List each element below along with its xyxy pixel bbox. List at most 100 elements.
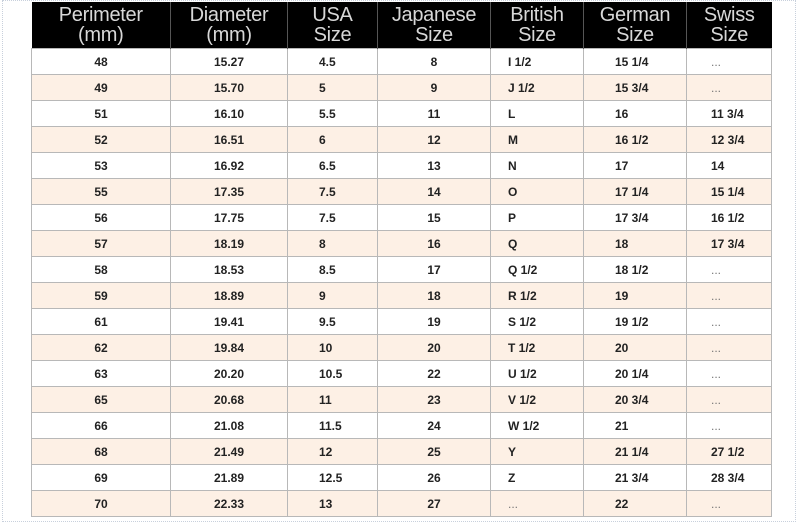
cell-usa-size: 6 <box>287 126 378 153</box>
cell-diameter: 16.51 <box>170 126 288 153</box>
header-line: British <box>510 4 564 26</box>
cell-diameter: 15.27 <box>170 48 288 75</box>
header-line: (mm) <box>78 24 124 46</box>
cell-british-size: Q <box>490 230 584 257</box>
cell-japanese-size: 8 <box>377 48 491 75</box>
cell-swiss-size: 17 3/4 <box>686 230 772 257</box>
cell-perimeter: 61 <box>31 308 171 335</box>
cell-diameter: 19.41 <box>170 308 288 335</box>
cell-perimeter: 48 <box>31 48 171 75</box>
cell-japanese-size: 24 <box>377 412 491 439</box>
column-header-swiss-size: Swiss Size <box>686 2 772 49</box>
cell-perimeter: 53 <box>31 152 171 179</box>
cell-swiss-size: 16 1/2 <box>686 204 772 231</box>
table-row: 58 18.53 8.5 17 Q 1/2 18 1/2... <box>31 256 772 283</box>
cell-perimeter: 57 <box>31 230 171 257</box>
cell-perimeter: 51 <box>31 100 171 127</box>
cell-swiss-size: ... <box>686 282 772 309</box>
table-row: 51 16.10 5.5 11 L 16 11 3/4 <box>31 100 772 127</box>
cell-usa-size: 5.5 <box>287 100 378 127</box>
cell-german-size: 18 1/2 <box>583 256 687 283</box>
cell-perimeter: 66 <box>31 412 171 439</box>
cell-usa-size: 8 <box>287 230 378 257</box>
cell-swiss-size: 11 3/4 <box>686 100 772 127</box>
cell-japanese-size: 26 <box>377 464 491 491</box>
cell-japanese-size: 9 <box>377 74 491 101</box>
cell-japanese-size: 20 <box>377 334 491 361</box>
cell-japanese-size: 11 <box>377 100 491 127</box>
table-row: 56 17.75 7.5 15 P 17 3/4 16 1/2 <box>31 204 772 231</box>
column-header-german-size: German Size <box>583 2 687 49</box>
cell-japanese-size: 22 <box>377 360 491 387</box>
cell-swiss-size: ... <box>686 386 772 413</box>
column-header-usa-size: USA Size <box>287 2 378 49</box>
table-row: 62 19.84 10 20 T 1/2 20... <box>31 334 772 361</box>
cell-usa-size: 11.5 <box>287 412 378 439</box>
cell-german-size: 17 3/4 <box>583 204 687 231</box>
table-row: 57 18.19 8 16 Q 18 17 3/4 <box>31 230 772 257</box>
header-line: Size <box>313 24 352 46</box>
table-row: 53 16.92 6.5 13 N 17 14 <box>31 152 772 179</box>
cell-usa-size: 7.5 <box>287 204 378 231</box>
cell-perimeter: 58 <box>31 256 171 283</box>
header-line: Size <box>616 24 654 46</box>
cell-diameter: 15.70 <box>170 74 288 101</box>
cell-diameter: 21.49 <box>170 438 288 465</box>
cell-diameter: 18.19 <box>170 230 288 257</box>
table-row: 55 17.35 7.5 14 O 17 1/4 15 1/4 <box>31 178 772 205</box>
cell-german-size: 20 3/4 <box>583 386 687 413</box>
cell-japanese-size: 16 <box>377 230 491 257</box>
cell-british-size: J 1/2 <box>490 74 584 101</box>
cell-usa-size: 9 <box>287 282 378 309</box>
cell-german-size: 15 3/4 <box>583 74 687 101</box>
column-header-diameter: Diameter (mm) <box>170 2 288 49</box>
cell-german-size: 20 1/4 <box>583 360 687 387</box>
cell-japanese-size: 14 <box>377 178 491 205</box>
cell-diameter: 18.89 <box>170 282 288 309</box>
cell-diameter: 16.92 <box>170 152 288 179</box>
cell-british-size: ... <box>490 490 584 517</box>
cell-japanese-size: 18 <box>377 282 491 309</box>
cell-usa-size: 9.5 <box>287 308 378 335</box>
cell-perimeter: 63 <box>31 360 171 387</box>
cell-british-size: S 1/2 <box>490 308 584 335</box>
cell-swiss-size: 27 1/2 <box>686 438 772 465</box>
header-line: Swiss <box>703 4 755 26</box>
cell-british-size: Z <box>490 464 584 491</box>
table-row: 61 19.41 9.5 19 S 1/2 19 1/2... <box>31 308 772 335</box>
cell-british-size: O <box>490 178 584 205</box>
cell-perimeter: 70 <box>31 490 171 517</box>
column-header-japanese-size: Japanese Size <box>377 2 491 49</box>
cell-usa-size: 13 <box>287 490 378 517</box>
cell-usa-size: 5 <box>287 74 378 101</box>
cell-british-size: U 1/2 <box>490 360 584 387</box>
column-header-perimeter: Perimeter (mm) <box>31 2 171 49</box>
cell-usa-size: 10 <box>287 334 378 361</box>
column-header-british-size: British Size <box>490 2 584 49</box>
cell-german-size: 21 <box>583 412 687 439</box>
cell-swiss-size: ... <box>686 308 772 335</box>
table-row: 52 16.51 6 12 M 16 1/2 12 3/4 <box>31 126 772 153</box>
header-line: Size <box>518 24 556 46</box>
cell-british-size: P <box>490 204 584 231</box>
cell-japanese-size: 12 <box>377 126 491 153</box>
cell-diameter: 17.35 <box>170 178 288 205</box>
cell-usa-size: 6.5 <box>287 152 378 179</box>
cell-perimeter: 62 <box>31 334 171 361</box>
cell-german-size: 16 1/2 <box>583 126 687 153</box>
cell-swiss-size: 14 <box>686 152 772 179</box>
cell-japanese-size: 17 <box>377 256 491 283</box>
cell-german-size: 19 1/2 <box>583 308 687 335</box>
cell-perimeter: 65 <box>31 386 171 413</box>
cell-german-size: 21 3/4 <box>583 464 687 491</box>
cell-british-size: V 1/2 <box>490 386 584 413</box>
cell-german-size: 17 <box>583 152 687 179</box>
cell-british-size: W 1/2 <box>490 412 584 439</box>
cell-usa-size: 12.5 <box>287 464 378 491</box>
cell-usa-size: 11 <box>287 386 378 413</box>
cell-german-size: 20 <box>583 334 687 361</box>
table-row: 63 20.20 10.5 22 U 1/2 20 1/4... <box>31 360 772 387</box>
cell-perimeter: 68 <box>31 438 171 465</box>
cell-swiss-size: ... <box>686 256 772 283</box>
cell-usa-size: 12 <box>287 438 378 465</box>
